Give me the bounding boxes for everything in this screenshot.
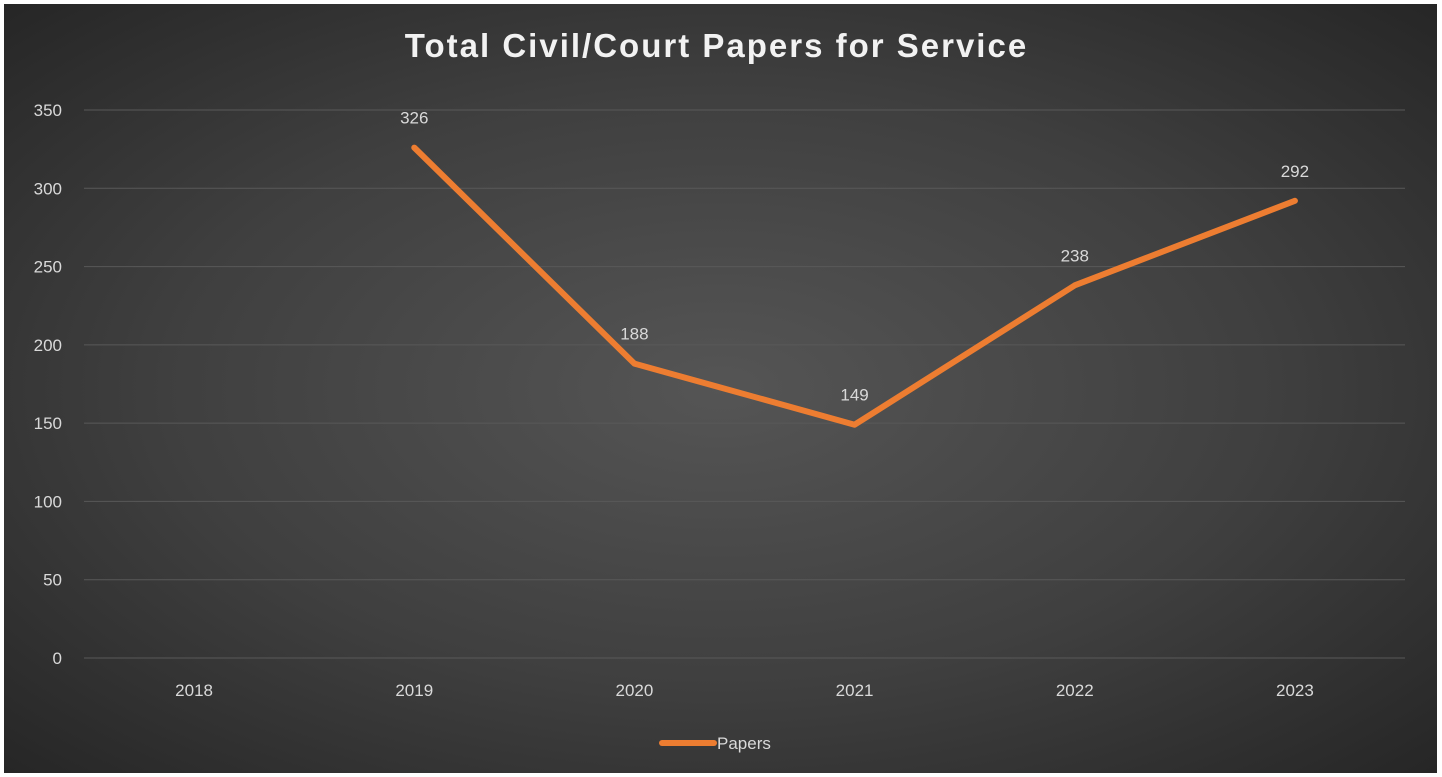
y-tick-label-200: 200 [34, 336, 62, 355]
y-tick-label-350: 350 [34, 101, 62, 120]
data-label-2019: 326 [400, 109, 428, 128]
y-tick-label-150: 150 [34, 414, 62, 433]
data-label-2022: 238 [1061, 246, 1089, 265]
data-label-2020: 188 [620, 325, 648, 344]
y-tick-label-0: 0 [53, 649, 62, 668]
y-tick-label-100: 100 [34, 492, 62, 511]
series-line-papers [411, 144, 1298, 428]
y-tick-label-50: 50 [43, 571, 62, 590]
x-tick-label-2018: 2018 [175, 681, 213, 700]
x-axis-tick-labels: 2018 2019 2020 2021 2022 2023 [175, 681, 1314, 700]
chart-title: Total Civil/Court Papers for Service [404, 27, 1029, 64]
y-axis-tick-labels: 0 50 100 150 200 250 300 350 [34, 101, 62, 668]
legend: Papers [659, 734, 771, 753]
x-tick-label-2020: 2020 [616, 681, 654, 700]
y-tick-label-300: 300 [34, 179, 62, 198]
data-label-2023: 292 [1281, 162, 1309, 181]
data-label-2021: 149 [840, 386, 868, 405]
gridlines [84, 109, 1405, 659]
x-tick-label-2023: 2023 [1276, 681, 1314, 700]
legend-label-papers: Papers [717, 734, 771, 753]
y-tick-label-250: 250 [34, 258, 62, 277]
series-lines [411, 144, 1298, 428]
x-tick-label-2021: 2021 [836, 681, 874, 700]
x-tick-label-2019: 2019 [395, 681, 433, 700]
data-labels: 326 188 149 238 292 [400, 109, 1309, 405]
x-tick-label-2022: 2022 [1056, 681, 1094, 700]
